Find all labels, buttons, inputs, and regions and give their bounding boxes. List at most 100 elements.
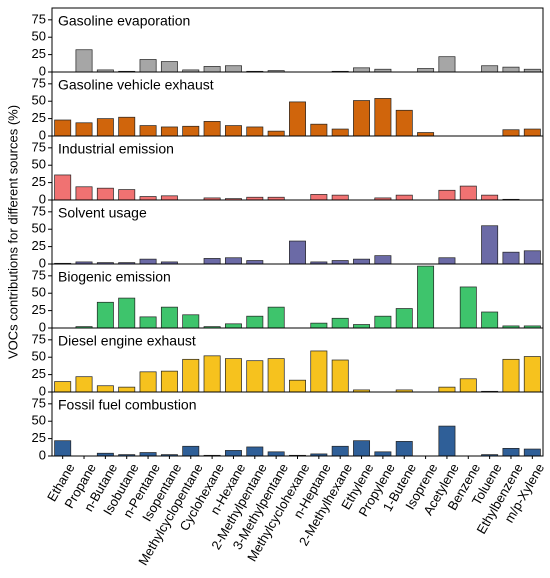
bar — [331, 317, 349, 329]
bar — [438, 257, 456, 265]
panel-title: Biogenic emission — [58, 269, 171, 285]
y-tick-label: 75 — [32, 75, 46, 90]
bar — [96, 118, 114, 137]
bar — [96, 301, 114, 329]
bar — [395, 308, 413, 329]
bar — [310, 194, 328, 201]
bar — [459, 378, 477, 393]
bar — [75, 186, 93, 201]
bar — [267, 130, 285, 137]
bar — [481, 194, 499, 201]
bar — [502, 251, 520, 265]
bar — [246, 360, 264, 393]
bar — [203, 258, 221, 265]
y-tick-label: 25 — [32, 110, 46, 125]
y-tick-label: 25 — [32, 430, 46, 445]
bar — [224, 450, 242, 457]
y-tick-label: 25 — [32, 366, 46, 381]
panel-title: Fossil fuel combustion — [58, 397, 197, 413]
bar — [246, 260, 264, 265]
bar — [523, 448, 541, 457]
bar — [374, 255, 392, 265]
bar — [438, 425, 456, 457]
bar — [54, 381, 72, 393]
bar — [182, 125, 200, 137]
bar — [224, 323, 242, 329]
bar — [203, 355, 221, 393]
bar — [502, 358, 520, 393]
bar — [54, 440, 72, 457]
bar — [438, 386, 456, 393]
bar — [417, 265, 435, 329]
bar — [267, 306, 285, 329]
bar — [75, 49, 93, 73]
y-tick-label: 50 — [32, 285, 46, 300]
bar — [331, 260, 349, 265]
panel-title: Industrial emission — [58, 141, 174, 157]
bar — [374, 98, 392, 137]
y-tick-label: 50 — [32, 413, 46, 428]
bar — [481, 311, 499, 329]
bar — [182, 445, 200, 457]
bar — [139, 125, 157, 137]
bar — [331, 128, 349, 137]
bar — [353, 258, 371, 265]
bar — [310, 322, 328, 329]
bar — [331, 445, 349, 457]
y-tick-label: 50 — [32, 349, 46, 364]
bar — [267, 358, 285, 393]
bar — [160, 306, 178, 329]
bar — [289, 379, 306, 393]
bar — [353, 67, 371, 73]
bar — [395, 194, 413, 201]
bar — [96, 385, 114, 393]
bar — [54, 119, 72, 137]
bar — [160, 61, 178, 73]
bar — [502, 129, 520, 137]
y-tick-label: 75 — [32, 395, 46, 410]
bar — [118, 386, 136, 393]
bar — [417, 132, 435, 137]
bar — [310, 350, 328, 393]
y-tick-label: 75 — [32, 11, 46, 26]
bar — [160, 195, 178, 201]
bar — [139, 59, 157, 73]
y-tick-label: 0 — [39, 191, 46, 206]
panel-title: Solvent usage — [58, 205, 147, 221]
bar — [331, 359, 349, 393]
bar — [160, 126, 178, 137]
bar — [481, 225, 499, 265]
panel-title: Diesel engine exhaust — [58, 333, 196, 349]
y-tick-label: 0 — [39, 319, 46, 334]
y-axis-label: VOCs contributions for different sources… — [5, 105, 20, 359]
bar — [139, 196, 157, 201]
y-tick-label: 50 — [32, 157, 46, 172]
bar — [118, 116, 136, 137]
bar — [353, 100, 371, 137]
bar — [502, 66, 520, 73]
y-tick-label: 25 — [32, 238, 46, 253]
bar — [374, 315, 392, 329]
y-tick-label: 0 — [39, 447, 46, 462]
bar — [139, 316, 157, 329]
y-tick-label: 0 — [39, 255, 46, 270]
bar — [523, 250, 541, 265]
bar — [224, 65, 242, 73]
bar — [118, 297, 136, 329]
y-tick-label: 0 — [39, 63, 46, 78]
y-tick-label: 75 — [32, 203, 46, 218]
bar — [224, 257, 242, 265]
bar — [374, 451, 392, 457]
bar — [481, 65, 499, 73]
bar — [353, 440, 371, 457]
bar — [438, 56, 456, 73]
y-tick-label: 25 — [32, 302, 46, 317]
bar — [289, 101, 306, 137]
bar — [139, 452, 157, 457]
bar — [182, 358, 200, 393]
y-tick-label: 75 — [32, 139, 46, 154]
bar — [139, 258, 157, 265]
bar — [160, 370, 178, 393]
y-tick-label: 25 — [32, 174, 46, 189]
